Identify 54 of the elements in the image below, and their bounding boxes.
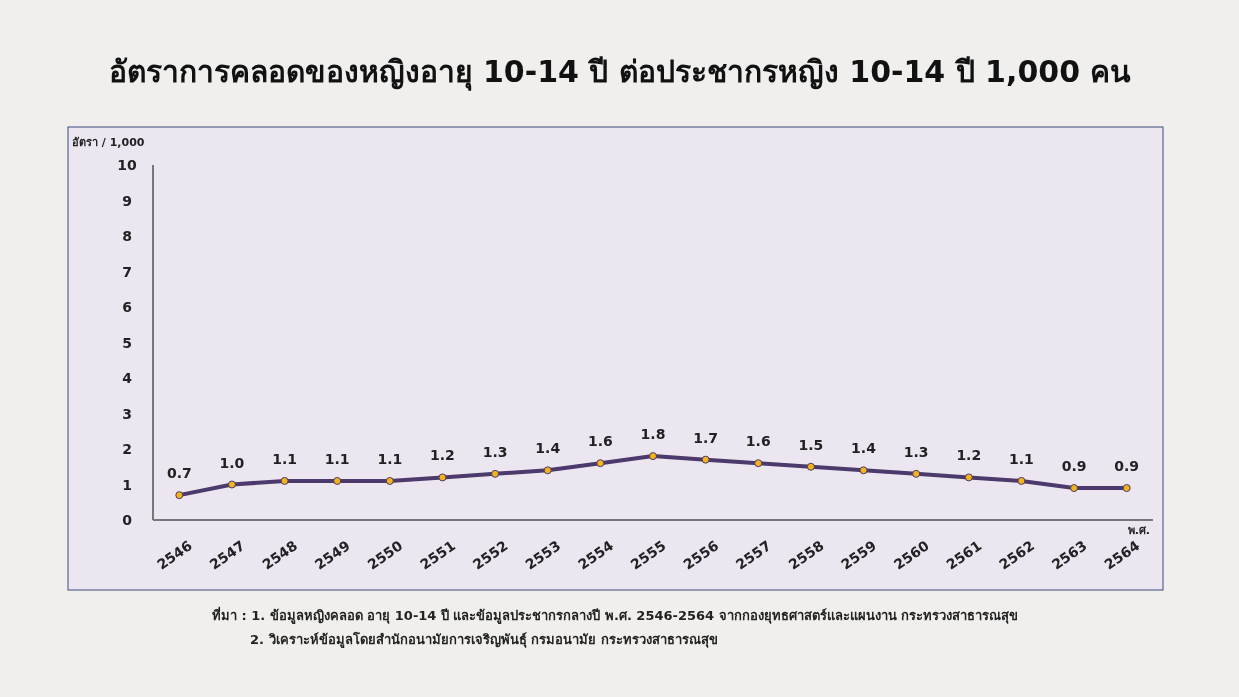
y-axis-title: อัตรา / 1,000 — [72, 136, 145, 149]
y-tick-label: 0 — [122, 512, 133, 528]
data-label: 0.7 — [166, 465, 192, 482]
data-label: 1.2 — [956, 447, 982, 464]
y-tick-label: 4 — [122, 370, 133, 386]
data-label: 1.1 — [272, 450, 297, 467]
data-label: 1.8 — [640, 426, 666, 443]
text: 2. วิเคราะห์ข้อมูลโดยสำนักอนามัยการเจริญพันธุ์ กรมอนามัย กระทรวงสาธารณสุข — [250, 631, 718, 648]
data-label: 1.1 — [377, 450, 403, 467]
data-label: 1.6 — [587, 433, 613, 450]
data-label: 1.1 — [1009, 450, 1034, 467]
point — [227, 480, 236, 489]
data-label: 0.9 — [1061, 458, 1087, 475]
y-tick-label: 3 — [122, 405, 132, 422]
x-axis-title: พ.ศ. — [1127, 524, 1150, 537]
y-tick-label: 9 — [122, 192, 132, 209]
point — [1017, 476, 1026, 485]
y-tick-label: 7 — [122, 263, 132, 280]
y-tick-label: 6 — [122, 299, 132, 315]
point — [438, 473, 447, 482]
point — [964, 473, 973, 482]
data-label: 1.0 — [219, 454, 245, 471]
data-label: 1.4 — [851, 440, 877, 457]
point — [543, 466, 552, 475]
data-label: 1.1 — [324, 450, 350, 467]
point — [491, 469, 500, 478]
data-label: 0.9 — [1114, 458, 1140, 475]
point — [1122, 484, 1131, 493]
point — [280, 476, 289, 485]
data-label: 1.2 — [430, 447, 455, 464]
data-label: 1.6 — [745, 433, 771, 450]
point — [649, 452, 657, 461]
y-tick-label: 5 — [122, 334, 132, 351]
point — [912, 469, 921, 478]
y-tick-label: 8 — [122, 228, 132, 244]
y-tick-label: 1 — [122, 476, 132, 493]
point — [806, 462, 815, 471]
text: ที่มา : 1. ข้อมูลหญิงคลอด อายุ 10-14 ปี และข้อมูลประชากรกลางปี พ.ศ. 2546-2564 จากกองยุทธศาสตร์และแผนงาน กระทรวงสาธารณสุข — [212, 606, 1019, 624]
point — [596, 459, 605, 468]
y-tick-label: 10 — [117, 157, 137, 173]
data-label: 1.3 — [903, 443, 929, 460]
point — [1070, 484, 1079, 493]
point — [333, 476, 342, 485]
data-label: 1.3 — [482, 443, 508, 460]
chart-title: อัตราการคลอดของหญิงอายุ 10-14 ปี ต่อประชากรหญิง 10-14 ปี 1,000 คน — [108, 54, 1132, 91]
point — [859, 466, 868, 475]
point — [754, 459, 763, 468]
point — [175, 491, 184, 500]
data-label: 1.7 — [693, 429, 719, 446]
point — [385, 476, 394, 485]
point — [701, 455, 710, 464]
data-label: 1.5 — [798, 436, 824, 453]
data-label: 1.4 — [535, 440, 561, 457]
y-tick-label: 2 — [122, 441, 132, 457]
